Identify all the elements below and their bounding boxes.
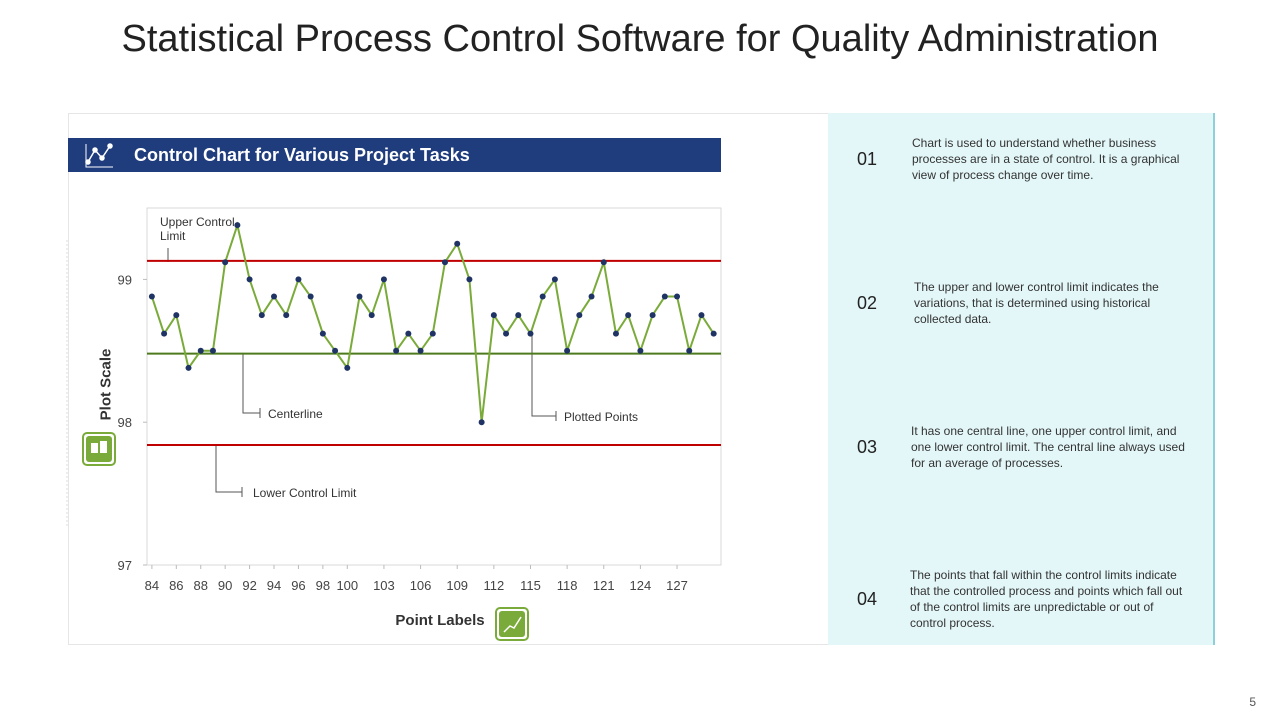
- annotation: Upper Control Limit: [160, 215, 235, 243]
- data-point: [698, 312, 705, 319]
- data-point: [368, 312, 375, 319]
- notes-panel: [828, 113, 1215, 645]
- x-tick-label: 96: [291, 578, 305, 593]
- data-point: [356, 293, 363, 300]
- data-point: [234, 222, 241, 229]
- x-tick-label: 112: [483, 578, 504, 593]
- data-point: [258, 312, 265, 319]
- data-point: [612, 330, 619, 337]
- chart-header: [68, 138, 721, 172]
- x-tick-label: 94: [267, 578, 281, 593]
- data-point: [661, 293, 668, 300]
- y-tick-label: 97: [118, 558, 132, 573]
- data-point: [539, 293, 546, 300]
- data-point: [551, 276, 558, 283]
- data-point: [380, 276, 387, 283]
- data-point: [319, 330, 326, 337]
- y-axis-label: Plot Scale: [97, 348, 115, 421]
- slide-title: Statistical Process Control Software for…: [121, 18, 1159, 60]
- chart-title: Control Chart for Various Project Tasks: [134, 145, 470, 165]
- note-text: Chart is used to understand whether busi…: [912, 136, 1180, 182]
- x-tick-label: 84: [145, 578, 159, 593]
- x-tick-label: 124: [630, 578, 652, 593]
- data-point: [209, 347, 216, 354]
- plot-frame: [146, 207, 722, 566]
- data-point: [271, 293, 278, 300]
- x-tick-label: 98: [316, 578, 330, 593]
- note-number: 03: [856, 437, 878, 457]
- x-tick-label: 127: [666, 578, 688, 593]
- data-point: [710, 330, 717, 337]
- note-number: 01: [856, 149, 878, 169]
- data-point: [527, 330, 534, 337]
- y-tick-label: 98: [118, 415, 132, 430]
- data-point: [332, 347, 339, 354]
- note-number: 02: [856, 293, 878, 313]
- note-text: It has one central line, one upper contr…: [911, 424, 1185, 470]
- x-tick-label: 103: [373, 578, 395, 593]
- data-line: [150, 221, 715, 423]
- data-point: [417, 347, 424, 354]
- data-point: [490, 312, 497, 319]
- data-point: [625, 312, 632, 319]
- x-tick-label: 92: [242, 578, 256, 593]
- note-number: 04: [856, 589, 878, 609]
- data-point: [222, 259, 229, 266]
- x-icon: [495, 607, 529, 641]
- data-point: [295, 276, 302, 283]
- data-point: [588, 293, 595, 300]
- x-tick-label: 115: [520, 578, 541, 593]
- x-tick-label: 109: [446, 578, 468, 593]
- x-tick-label: 86: [169, 578, 183, 593]
- data-point: [405, 330, 412, 337]
- data-point: [564, 347, 571, 354]
- data-point: [148, 293, 155, 300]
- data-point: [649, 312, 656, 319]
- data-point: [246, 276, 253, 283]
- data-point: [197, 347, 204, 354]
- data-point: [466, 276, 473, 283]
- note-text: The upper and lower control limit indica…: [914, 280, 1159, 326]
- data-point: [393, 347, 400, 354]
- data-point: [576, 312, 583, 319]
- data-point: [307, 293, 314, 300]
- header-icon: [85, 143, 113, 168]
- data-point: [185, 364, 192, 371]
- annotation-leaders: [167, 248, 557, 497]
- data-point: [441, 259, 448, 266]
- data-point: [637, 347, 644, 354]
- data-point: [600, 259, 607, 266]
- x-tick-label: 118: [557, 578, 578, 593]
- annotation: Centerline: [268, 407, 323, 421]
- data-point: [674, 293, 681, 300]
- y-icon: [82, 432, 116, 466]
- data-point: [515, 312, 522, 319]
- x-tick-label: 100: [336, 578, 358, 593]
- x-tick-label: 90: [218, 578, 232, 593]
- data-point: [454, 240, 461, 247]
- data-point: [344, 364, 351, 371]
- data-point: [478, 419, 485, 426]
- data-point: [503, 330, 510, 337]
- x-axis-label: Point Labels: [395, 612, 485, 629]
- x-tick-label: 88: [194, 578, 208, 593]
- annotation: Lower Control Limit: [253, 486, 357, 500]
- data-point: [161, 330, 168, 337]
- page-number: 5: [1249, 695, 1256, 709]
- note-text: The points that fall within the control …: [910, 568, 1183, 630]
- data-point: [173, 312, 180, 319]
- data-point: [686, 347, 693, 354]
- x-tick-label: 121: [593, 578, 615, 593]
- annotation: Plotted Points: [564, 410, 639, 424]
- y-tick-label: 99: [118, 272, 132, 287]
- data-point: [429, 330, 436, 337]
- data-point: [283, 312, 290, 319]
- x-tick-label: 106: [410, 578, 432, 593]
